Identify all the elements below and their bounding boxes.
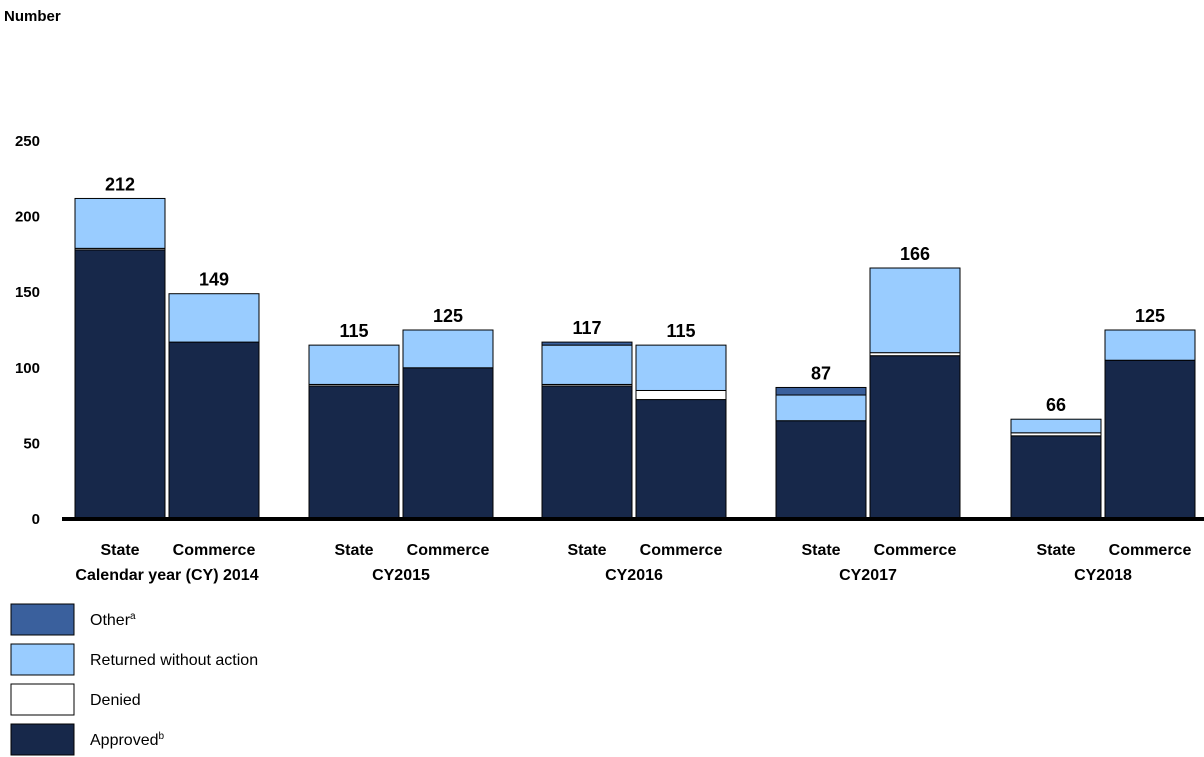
bar-total-label: 66 xyxy=(1046,395,1066,415)
x-group-label: CY2017 xyxy=(839,567,897,584)
y-tick-label: 0 xyxy=(32,511,40,528)
legend-label: Othera xyxy=(90,611,136,629)
bar-segment-returned-without-action xyxy=(402,329,494,369)
y-tick-label: 200 xyxy=(15,209,40,226)
bar-segment-approved xyxy=(168,341,260,520)
x-category-label: State xyxy=(100,542,139,559)
x-category-label: Commerce xyxy=(1109,542,1192,559)
bar-segment-denied xyxy=(635,389,727,401)
bar-segment-returned-without-action xyxy=(869,267,961,354)
x-category-label: State xyxy=(567,542,606,559)
bar-total-label: 117 xyxy=(572,318,601,338)
x-category-label: Commerce xyxy=(407,542,490,559)
category-labels: State Commerce State Commerce State Commerce S… xyxy=(100,542,1191,559)
legend-footnote-marker: b xyxy=(159,731,165,742)
bar-total-label: 166 xyxy=(900,244,930,264)
bar-total-label: 115 xyxy=(339,321,368,341)
bars xyxy=(74,197,1196,520)
x-category-label: Commerce xyxy=(640,542,723,559)
bar-total-label: 115 xyxy=(666,321,695,341)
bar-segment-approved xyxy=(541,385,633,520)
bar-segment-approved xyxy=(402,367,494,520)
y-tick-label: 150 xyxy=(15,284,40,301)
bar-total-label: 125 xyxy=(1135,306,1165,326)
y-tick-label: 50 xyxy=(23,435,40,452)
bar-segment-returned-without-action xyxy=(541,344,633,385)
bar-segment-returned-without-action xyxy=(635,344,727,391)
legend-label: Approvedb xyxy=(90,731,165,749)
legend-label: Returned without action xyxy=(90,652,258,669)
x-category-label: State xyxy=(334,542,373,559)
bar-total-label: 87 xyxy=(811,363,831,383)
bar-total-label: 212 xyxy=(105,174,135,194)
x-group-label: CY2018 xyxy=(1074,567,1132,584)
x-group-label: CY2016 xyxy=(605,567,663,584)
bar-segment-approved xyxy=(1010,435,1102,520)
x-category-label: State xyxy=(801,542,840,559)
legend-swatch xyxy=(10,603,75,636)
bar-segment-approved xyxy=(74,249,166,520)
x-group-label: CY2015 xyxy=(372,567,430,584)
bar-segment-returned-without-action xyxy=(168,293,260,343)
bar-segment-approved xyxy=(869,355,961,520)
legend-label: Denied xyxy=(90,692,141,709)
bar-segment-returned-without-action xyxy=(1104,329,1196,361)
x-group-label: Calendar year (CY) 2014 xyxy=(75,567,258,584)
y-tick-label: 100 xyxy=(15,360,40,377)
legend: Othera Returned without action Denied Appro… xyxy=(10,603,258,756)
bar-segment-returned-without-action xyxy=(308,344,400,385)
bar-segment-approved xyxy=(635,399,727,520)
bar-segment-approved xyxy=(308,385,400,520)
bar-total-label: 125 xyxy=(433,306,463,326)
bar-segment-approved xyxy=(775,420,867,520)
x-category-label: State xyxy=(1036,542,1075,559)
bar-segment-returned-without-action xyxy=(1010,418,1102,434)
x-category-label: Commerce xyxy=(874,542,957,559)
legend-swatch xyxy=(10,643,75,676)
legend-swatch xyxy=(10,683,75,716)
bar-total-label: 149 xyxy=(199,270,229,290)
bar-segment-other xyxy=(775,386,867,396)
legend-swatch xyxy=(10,723,75,756)
total-labels: 212 149 115 125 117 115 87 166 66 125 xyxy=(105,174,1165,415)
bar-segment-other xyxy=(541,341,633,346)
bar-segment-returned-without-action xyxy=(74,197,166,249)
group-labels: Calendar year (CY) 2014 CY2015 CY2016 CY201… xyxy=(75,567,1132,584)
y-axis-title: Number xyxy=(4,8,61,25)
bar-segment-approved xyxy=(1104,359,1196,520)
bar-segment-returned-without-action xyxy=(775,394,867,422)
y-axis-ticks: 0 50 100 150 200 250 xyxy=(15,133,40,528)
y-tick-label: 250 xyxy=(15,133,40,150)
x-category-label: Commerce xyxy=(173,542,256,559)
legend-footnote-marker: a xyxy=(130,611,136,622)
